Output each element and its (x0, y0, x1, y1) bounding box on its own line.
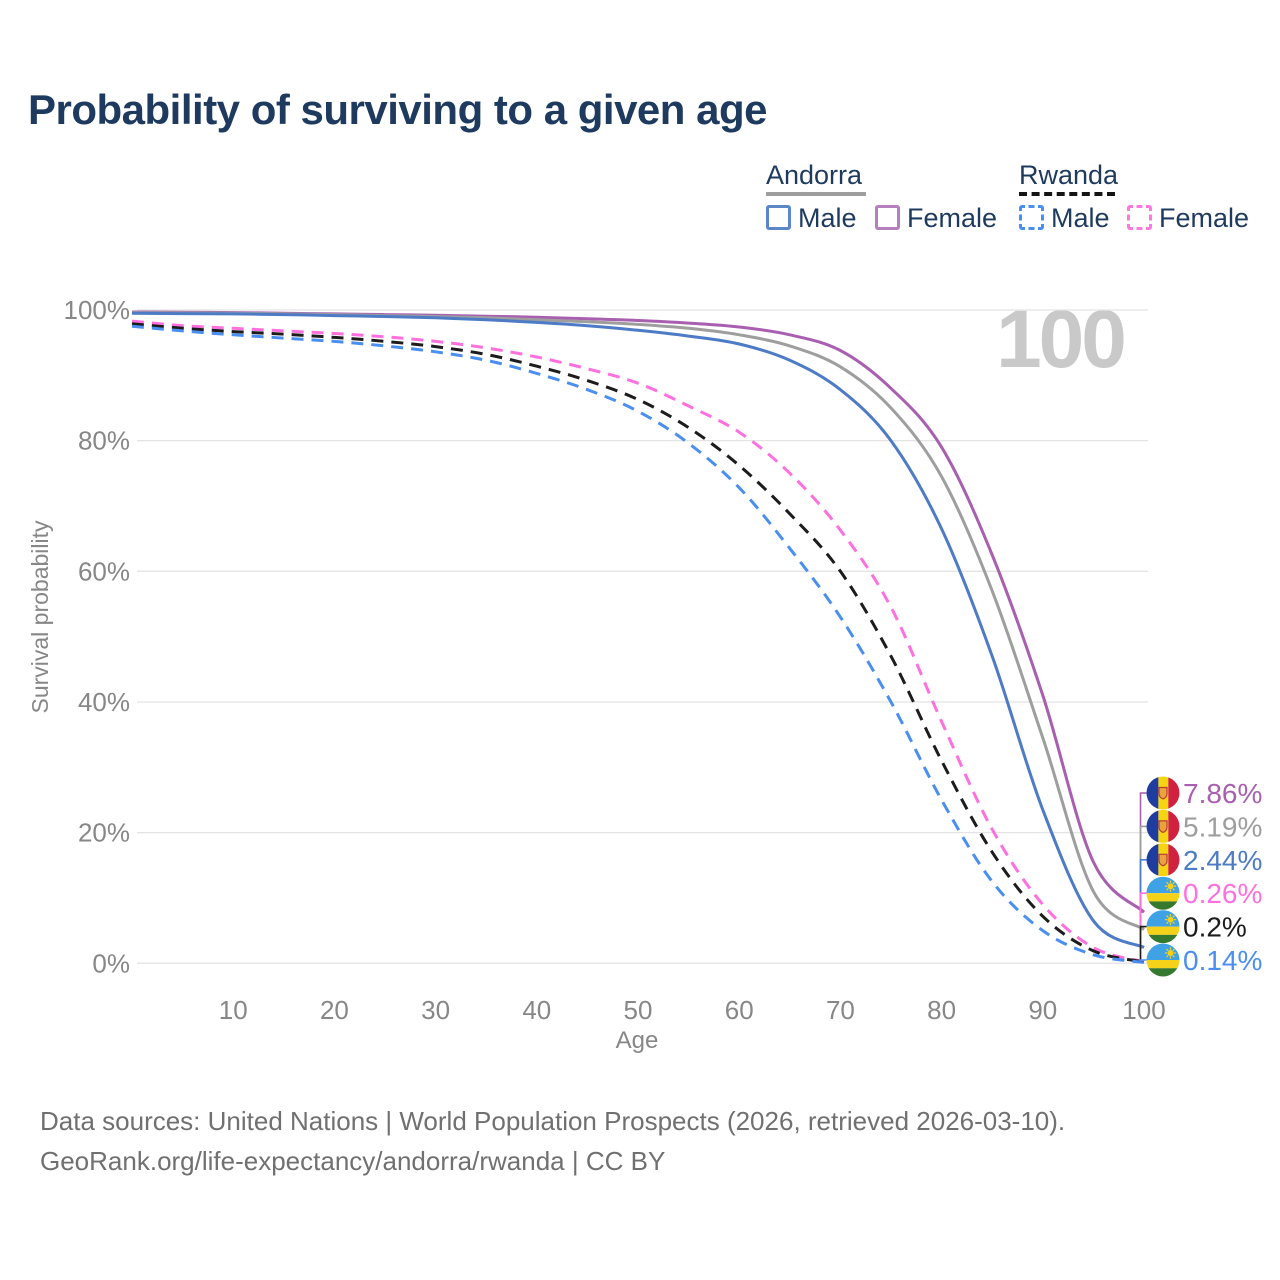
end-label-andorra-both: 5.19% (1183, 811, 1262, 842)
end-label-andorra-female: 7.86% (1183, 778, 1262, 809)
legend-underline-rwanda (1019, 192, 1115, 196)
andorra-flag-icon (1146, 843, 1180, 877)
legend-underline-andorra (766, 192, 866, 196)
legend-swatch-rwanda-male[interactable] (1019, 205, 1044, 230)
data-source-line: Data sources: United Nations | World Pop… (40, 1106, 1066, 1136)
x-tick-label-30: 30 (421, 995, 450, 1025)
andorra-flag-icon (1146, 809, 1180, 843)
curve-andorra-female (131, 310, 1146, 914)
x-tick-label-50: 50 (624, 995, 653, 1025)
end-label-connector-rwanda-male (1139, 959, 1147, 964)
legend-label-andorra-male[interactable]: Male (798, 203, 857, 233)
curve-rwanda-both (131, 322, 1145, 964)
y-tick-label-100: 100% (64, 295, 131, 325)
age-counter-watermark: 100 (996, 294, 1124, 385)
curve-andorra-male (131, 311, 1145, 949)
y-tick-label-80: 80% (78, 426, 130, 456)
legend-swatch-andorra-male[interactable] (766, 205, 791, 230)
legend-swatch-rwanda-female[interactable] (1127, 205, 1152, 230)
end-label-connector-rwanda-both (1139, 925, 1147, 963)
x-axis-title: Age (616, 1027, 659, 1054)
legend-label-rwanda-male[interactable]: Male (1051, 203, 1110, 233)
curve-andorra-both (131, 311, 1145, 931)
x-tick-label-10: 10 (219, 995, 248, 1025)
y-axis-title: Survival probability (27, 520, 53, 714)
y-tick-label-60: 60% (78, 556, 130, 586)
x-tick-label-40: 40 (522, 995, 551, 1025)
x-tick-label-90: 90 (1028, 995, 1057, 1025)
legend-swatch-andorra-female[interactable] (875, 205, 900, 230)
curve-rwanda-female (131, 319, 1145, 964)
legend-country-andorra: Andorra (766, 160, 863, 190)
y-tick-label-20: 20% (78, 818, 130, 848)
legend-label-rwanda-female[interactable]: Female (1159, 203, 1250, 233)
legend-country-rwanda: Rwanda (1019, 160, 1119, 190)
x-tick-label-60: 60 (725, 995, 754, 1025)
rwanda-flag-icon (1146, 943, 1180, 977)
x-tick-label-20: 20 (320, 995, 349, 1025)
x-tick-label-80: 80 (927, 995, 956, 1025)
end-label-connector-andorra-male (1139, 858, 1147, 949)
rwanda-flag-icon (1146, 910, 1180, 944)
x-tick-label-70: 70 (826, 995, 855, 1025)
end-label-connector-andorra-both (1139, 825, 1147, 931)
end-label-connector-andorra-female (1139, 792, 1147, 913)
end-label-rwanda-male: 0.14% (1183, 945, 1262, 976)
y-tick-label-0: 0% (92, 948, 130, 978)
end-label-rwanda-female: 0.26% (1183, 878, 1262, 909)
rwanda-flag-icon (1146, 876, 1180, 910)
y-tick-label-40: 40% (78, 687, 130, 717)
end-label-andorra-male: 2.44% (1183, 845, 1262, 876)
curve-rwanda-male (131, 324, 1145, 964)
andorra-flag-icon (1146, 776, 1180, 810)
legend-label-andorra-female[interactable]: Female (907, 203, 998, 233)
end-label-rwanda-both: 0.2% (1183, 912, 1247, 943)
attribution-line: GeoRank.org/life-expectancy/andorra/rwan… (40, 1146, 666, 1176)
x-tick-label-100: 100 (1122, 995, 1165, 1025)
page-title: Probability of surviving to a given age (28, 86, 767, 133)
